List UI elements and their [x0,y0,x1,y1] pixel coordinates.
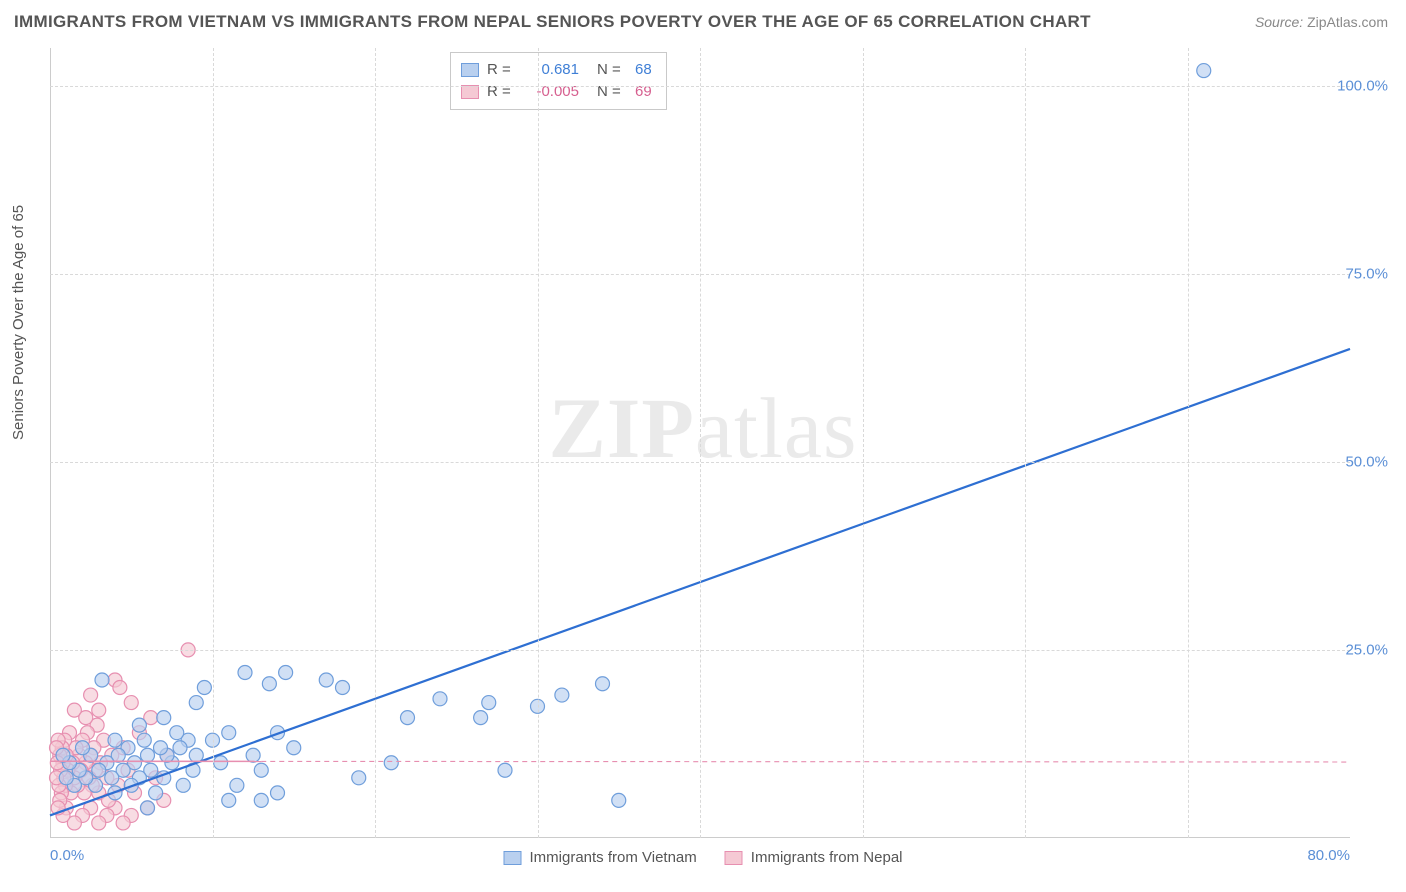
chart-title: IMMIGRANTS FROM VIETNAM VS IMMIGRANTS FR… [14,12,1091,32]
data-point [498,763,512,777]
correlation-legend: R = 0.681 N = 68 R = -0.005 N = 69 [450,52,667,110]
data-point [108,733,122,747]
legend-row: R = -0.005 N = 69 [461,81,652,103]
gridline-vertical [375,48,376,838]
data-point [92,763,106,777]
data-point [76,741,90,755]
y-tick-label: 25.0% [1345,641,1388,658]
legend-n-label: N = [597,59,627,81]
source-label: Source: [1255,14,1303,30]
gridline-vertical [1025,48,1026,838]
y-tick-label: 100.0% [1337,77,1388,94]
data-point [137,733,151,747]
data-point [170,726,184,740]
series-legend-item: Immigrants from Nepal [725,849,903,866]
data-point [336,681,350,695]
data-point [279,665,293,679]
source-attribution: Source: ZipAtlas.com [1255,14,1388,30]
data-point [116,816,130,830]
data-point [197,681,211,695]
data-point [105,771,119,785]
legend-swatch [461,85,479,99]
data-point [246,748,260,762]
series-name: Immigrants from Nepal [751,849,903,866]
legend-n-value: 69 [635,81,652,103]
gridline-vertical [863,48,864,838]
data-point [79,711,93,725]
series-name: Immigrants from Vietnam [530,849,697,866]
series-legend-item: Immigrants from Vietnam [504,849,697,866]
data-point [56,748,70,762]
series-legend: Immigrants from Vietnam Immigrants from N… [504,849,903,866]
data-point [612,793,626,807]
legend-r-label: R = [487,81,517,103]
data-point [59,771,73,785]
legend-swatch [461,63,479,77]
data-point [352,771,366,785]
data-point [149,786,163,800]
data-point [132,718,146,732]
data-point [176,778,190,792]
legend-r-label: R = [487,59,517,81]
legend-swatch [504,851,522,865]
data-point [154,741,168,755]
y-tick-label: 75.0% [1345,265,1388,282]
data-point [1197,64,1211,78]
data-point [384,756,398,770]
data-point [214,756,228,770]
x-tick-label-min: 0.0% [50,847,84,864]
legend-n-label: N = [597,81,627,103]
gridline-vertical [538,48,539,838]
gridline-vertical [213,48,214,838]
data-point [262,677,276,691]
data-point [141,748,155,762]
y-axis-label: Seniors Poverty Over the Age of 65 [10,205,27,440]
data-point [95,673,109,687]
data-point [474,711,488,725]
data-point [222,793,236,807]
data-point [287,741,301,755]
data-point [401,711,415,725]
data-point [92,816,106,830]
legend-n-value: 68 [635,59,652,81]
data-point [238,665,252,679]
data-point [482,696,496,710]
data-point [254,793,268,807]
data-point [230,778,244,792]
x-tick-label-max: 80.0% [1307,847,1350,864]
data-point [319,673,333,687]
data-point [555,688,569,702]
data-point [433,692,447,706]
data-point [92,703,106,717]
source-value: ZipAtlas.com [1307,14,1388,30]
data-point [271,786,285,800]
y-tick-label: 50.0% [1345,453,1388,470]
data-point [222,726,236,740]
data-point [124,696,138,710]
legend-row: R = 0.681 N = 68 [461,59,652,81]
data-point [596,677,610,691]
legend-r-value: 0.681 [525,59,579,81]
gridline-vertical [1188,48,1189,838]
data-point [254,763,268,777]
data-point [84,688,98,702]
data-point [157,711,171,725]
legend-swatch [725,851,743,865]
data-point [189,696,203,710]
legend-r-value: -0.005 [525,81,579,103]
data-point [113,681,127,695]
gridline-vertical [700,48,701,838]
data-point [173,741,187,755]
data-point [141,801,155,815]
